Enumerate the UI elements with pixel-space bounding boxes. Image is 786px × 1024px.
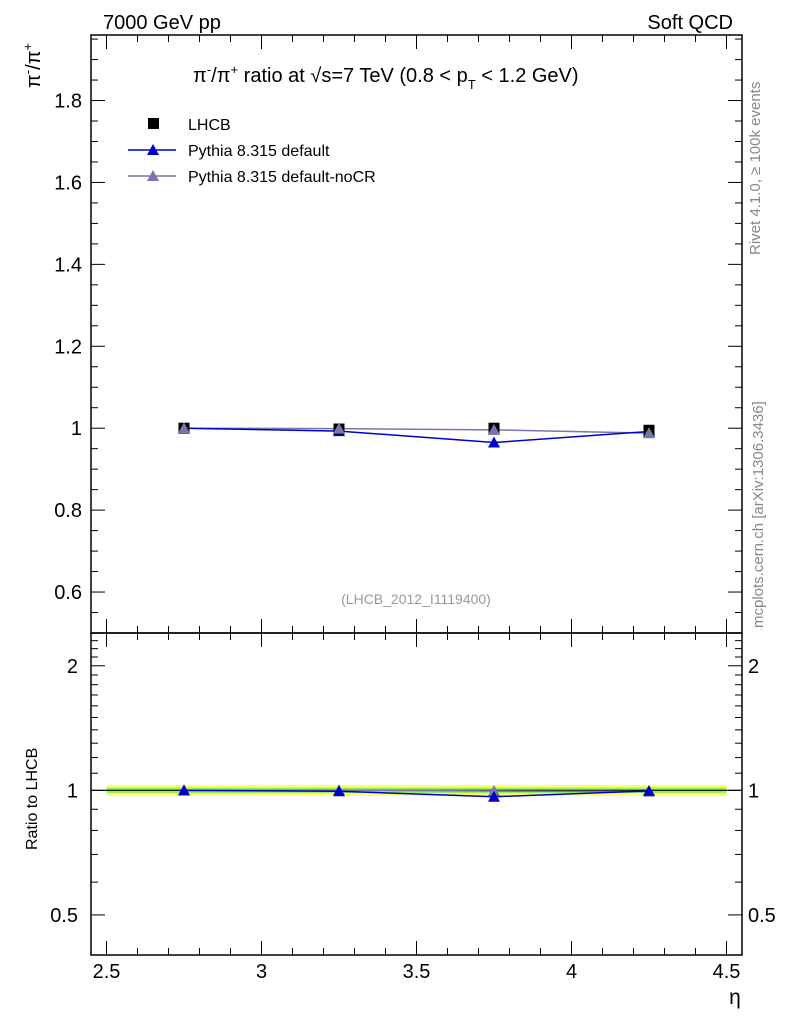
main-plot-panel: 0.6 0.8 1 1.2 1.4 1.6 1.8 π-/π+ ratio at √s=7 … bbox=[20, 34, 743, 634]
ratio-y-tick-label-right: 1 bbox=[748, 780, 759, 802]
legend-label-default: Pythia 8.315 default bbox=[188, 143, 330, 160]
x-tick-label: 2.5 bbox=[93, 961, 121, 983]
ratio-point-default bbox=[178, 784, 190, 796]
analysis-id: (LHCB_2012_I1119400) bbox=[341, 591, 491, 607]
header-left: 7000 GeV pp bbox=[103, 12, 221, 34]
y-tick-label: 1.6 bbox=[54, 172, 82, 194]
legend-label-nocr: Pythia 8.315 default-noCR bbox=[188, 169, 376, 186]
main-y-tick-labels: 0.6 0.8 1 1.2 1.4 1.6 1.8 bbox=[54, 91, 82, 605]
ratio-series-layer bbox=[178, 784, 655, 802]
point-nocr-top bbox=[643, 427, 655, 439]
x-axis-label: η bbox=[729, 986, 741, 1009]
ratio-line-default bbox=[183, 789, 650, 798]
ratio-y-tick-label-right: 0.5 bbox=[748, 905, 776, 927]
legend-marker-nocr bbox=[147, 170, 159, 181]
y-tick-label: 1.2 bbox=[54, 336, 82, 358]
y-axis-label: π-/π+ bbox=[20, 43, 45, 88]
ratio-y-tick-label: 0.5 bbox=[50, 905, 78, 927]
x-tick-labels: 2.5 3 3.5 4 4.5 bbox=[93, 961, 741, 983]
ratio-point-default bbox=[488, 790, 500, 802]
ratio-y-tick-label-right: 2 bbox=[748, 656, 759, 678]
x-tick-label: 4.5 bbox=[713, 961, 741, 983]
point-default bbox=[488, 436, 500, 448]
ratio-y-tick-label: 2 bbox=[67, 656, 78, 678]
legend: LHCB Pythia 8.315 default Pythia 8.315 d… bbox=[128, 117, 376, 186]
y-tick-label: 0.6 bbox=[54, 582, 82, 604]
ratio-y-axis-label: Ratio to LHCB bbox=[24, 748, 41, 850]
main-series-layer bbox=[178, 422, 655, 448]
ratio-y-tick-label: 1 bbox=[67, 780, 78, 802]
legend-marker-lhcb bbox=[148, 118, 159, 129]
y-tick-label: 1.8 bbox=[54, 91, 82, 113]
series-line-nocr bbox=[183, 427, 650, 434]
mcplots-label: mcplots.cern.ch [arXiv:1306.3436] bbox=[750, 401, 767, 628]
ratio-axis-ticks bbox=[91, 633, 742, 956]
y-tick-label: 0.8 bbox=[54, 500, 82, 522]
point-nocr-top bbox=[178, 422, 190, 434]
y-tick-label: 1 bbox=[71, 418, 82, 440]
main-axis-ticks bbox=[91, 35, 742, 634]
ratio-point-default bbox=[333, 785, 345, 797]
header-right: Soft QCD bbox=[647, 12, 733, 34]
ratio-point-nocr bbox=[488, 785, 500, 797]
x-tick-label: 4 bbox=[566, 961, 577, 983]
y-tick-label: 1.4 bbox=[54, 254, 82, 276]
x-tick-label: 3 bbox=[256, 961, 267, 983]
x-tick-label: 3.5 bbox=[403, 961, 431, 983]
chart-title: π-/π+ ratio at √s=7 TeV (0.8 < pT < 1.2 … bbox=[193, 62, 579, 92]
ratio-y-tick-labels: 0.5 0.5 1 1 2 2 bbox=[50, 656, 776, 927]
rivet-label: Rivet 4.1.0, ≥ 100k events bbox=[747, 82, 764, 255]
point-nocr-top bbox=[488, 423, 500, 435]
ratio-plot-panel: 0.5 0.5 1 1 2 2 Ratio to LHCB bbox=[24, 632, 776, 956]
legend-label-lhcb: LHCB bbox=[188, 117, 231, 134]
ratio-point-default bbox=[643, 784, 655, 796]
legend-marker-default bbox=[147, 144, 159, 155]
point-nocr-top bbox=[333, 422, 345, 434]
series-line-default bbox=[183, 427, 650, 444]
